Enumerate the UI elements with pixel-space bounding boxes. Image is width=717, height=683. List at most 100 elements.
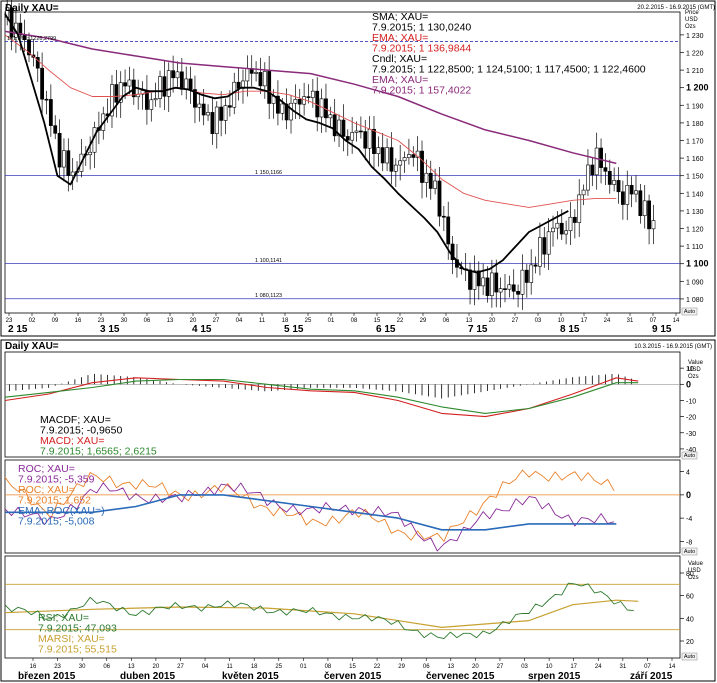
candle-body <box>158 76 162 99</box>
candle-body <box>546 231 551 255</box>
candle-body <box>498 288 503 293</box>
unit-label: Ozs <box>688 374 699 380</box>
candle-body <box>337 119 341 137</box>
candle-body <box>214 106 219 134</box>
x-tick-label: 24 <box>595 664 602 670</box>
candle-body <box>328 114 333 119</box>
auto-scale-button[interactable] <box>681 547 698 556</box>
candle-body <box>581 189 586 196</box>
candle-body <box>647 200 651 230</box>
y-tick-label: 1 140 <box>686 191 704 198</box>
candle-body <box>620 191 625 205</box>
y-tick-label: 1 080 <box>686 297 704 304</box>
bottom-chart-frame <box>0 339 716 682</box>
candle-body <box>599 147 603 168</box>
candle-body <box>481 277 486 287</box>
chart-title: Daily XAU= <box>5 3 59 14</box>
roc-legend-entry-name: EMA; ROC(XAU=) <box>18 505 105 517</box>
rsi-series <box>4 582 634 640</box>
candle-body <box>354 130 359 133</box>
y-tick-label: -4 <box>686 516 692 523</box>
x-tick-label: 23 <box>6 318 13 324</box>
auto-scale-button[interactable] <box>681 451 698 460</box>
y-tick-label: 40 <box>686 616 694 623</box>
x-tick-label: 04 <box>202 664 209 670</box>
candle-body <box>114 84 119 103</box>
x-tick-label: 27 <box>497 664 504 670</box>
candle-body <box>70 171 75 176</box>
candle-body <box>171 70 176 79</box>
candle-body <box>376 147 381 154</box>
candle-body <box>476 270 481 287</box>
candle-body <box>651 220 656 230</box>
candle-body <box>57 132 62 168</box>
macd-signal-series <box>4 378 639 414</box>
date-range: 10.3.2015 - 16.9.2015 (GMT) <box>634 344 712 350</box>
roc-legend-entry-name: ROC; XAU= <box>18 484 75 496</box>
x-tick-label: 01 <box>300 664 307 670</box>
auto-scale-button[interactable] <box>681 652 698 661</box>
candle-body <box>520 269 525 295</box>
candle-body <box>507 284 512 290</box>
x-tick-label: 13 <box>447 664 454 670</box>
candle-body <box>420 150 424 183</box>
auto-scale-button[interactable] <box>681 307 698 316</box>
candle-body <box>389 147 394 172</box>
x-tick-label: 27 <box>213 318 220 324</box>
x-tick-label: 23 <box>54 664 61 670</box>
x-tick-label: 17 <box>570 664 577 670</box>
x-tick-label: 20 <box>489 318 496 324</box>
y-tick-label: 10 <box>686 366 694 373</box>
x-month-label: březen 2015 <box>18 671 76 682</box>
x-tick-label: 06 <box>144 318 151 324</box>
x-tick-label: 15 <box>349 664 356 670</box>
legend-entry-value: 7.9.2015; 1 122,8500; 1 124,5100; 1 117,… <box>372 64 646 76</box>
reference-line-label: 1 100,1141 <box>255 258 282 264</box>
candle-body <box>603 167 608 172</box>
y-tick-label: 1 220 <box>686 50 704 57</box>
unit-label: Ozs <box>688 575 699 581</box>
y-tick-label: 1 120 <box>686 227 704 234</box>
candle-body <box>564 230 569 235</box>
candle-body <box>524 269 529 283</box>
candle-body <box>380 147 385 164</box>
x-tick-label: 18 <box>251 664 258 670</box>
candle-body <box>494 272 499 293</box>
legend-entry-value: 7.9.2015; 1 130,0240 <box>372 22 471 34</box>
x-tick-label: 07 <box>650 318 657 324</box>
x-tick-label: 02 <box>29 318 36 324</box>
reference-line-label: 1 150,1166 <box>255 170 282 176</box>
candle-body <box>472 270 477 290</box>
candle-body <box>489 272 494 296</box>
y-tick-label: 1 230 <box>686 33 704 40</box>
x-tick-label: 27 <box>512 318 519 324</box>
candle-body <box>411 154 416 158</box>
x-tick-label: 08 <box>351 318 358 324</box>
auto-scale-button-label: Auto <box>684 309 695 315</box>
candle-body <box>276 95 280 114</box>
candle-body <box>450 243 455 261</box>
x-tick-label: 14 <box>669 664 676 670</box>
auto-scale-button-label: Auto <box>684 654 695 660</box>
roc-orange-series <box>4 469 615 542</box>
x-tick-label: 06 <box>103 664 110 670</box>
candle-body <box>568 216 573 232</box>
y-tick-label: 1 200 <box>686 83 709 93</box>
reference-line-label: 161,8% ; 1226,2799 <box>7 36 56 42</box>
candle-body <box>153 98 158 101</box>
candle-body <box>468 269 472 290</box>
x-month-label: duben 2015 <box>120 671 175 682</box>
candle-body <box>289 102 293 121</box>
reference-line-label: 1 080,1123 <box>255 293 282 299</box>
x-tick-label: 10 <box>546 664 553 670</box>
candle-body <box>372 128 376 154</box>
legend-entry-value: 7.9.2015; 1 136,9844 <box>372 43 471 55</box>
x-tick-label: 31 <box>627 318 634 324</box>
x-tick-label: 10 <box>558 318 565 324</box>
roc-legend-entry-value: 7.9.2015; -5,359 <box>18 474 95 486</box>
candle-body <box>262 71 267 87</box>
x-tick-label: 23 <box>98 318 105 324</box>
x-tick-label: 25 <box>305 318 312 324</box>
roc-legend-entry-value: 7.9.2015; 1,652 <box>18 495 91 507</box>
